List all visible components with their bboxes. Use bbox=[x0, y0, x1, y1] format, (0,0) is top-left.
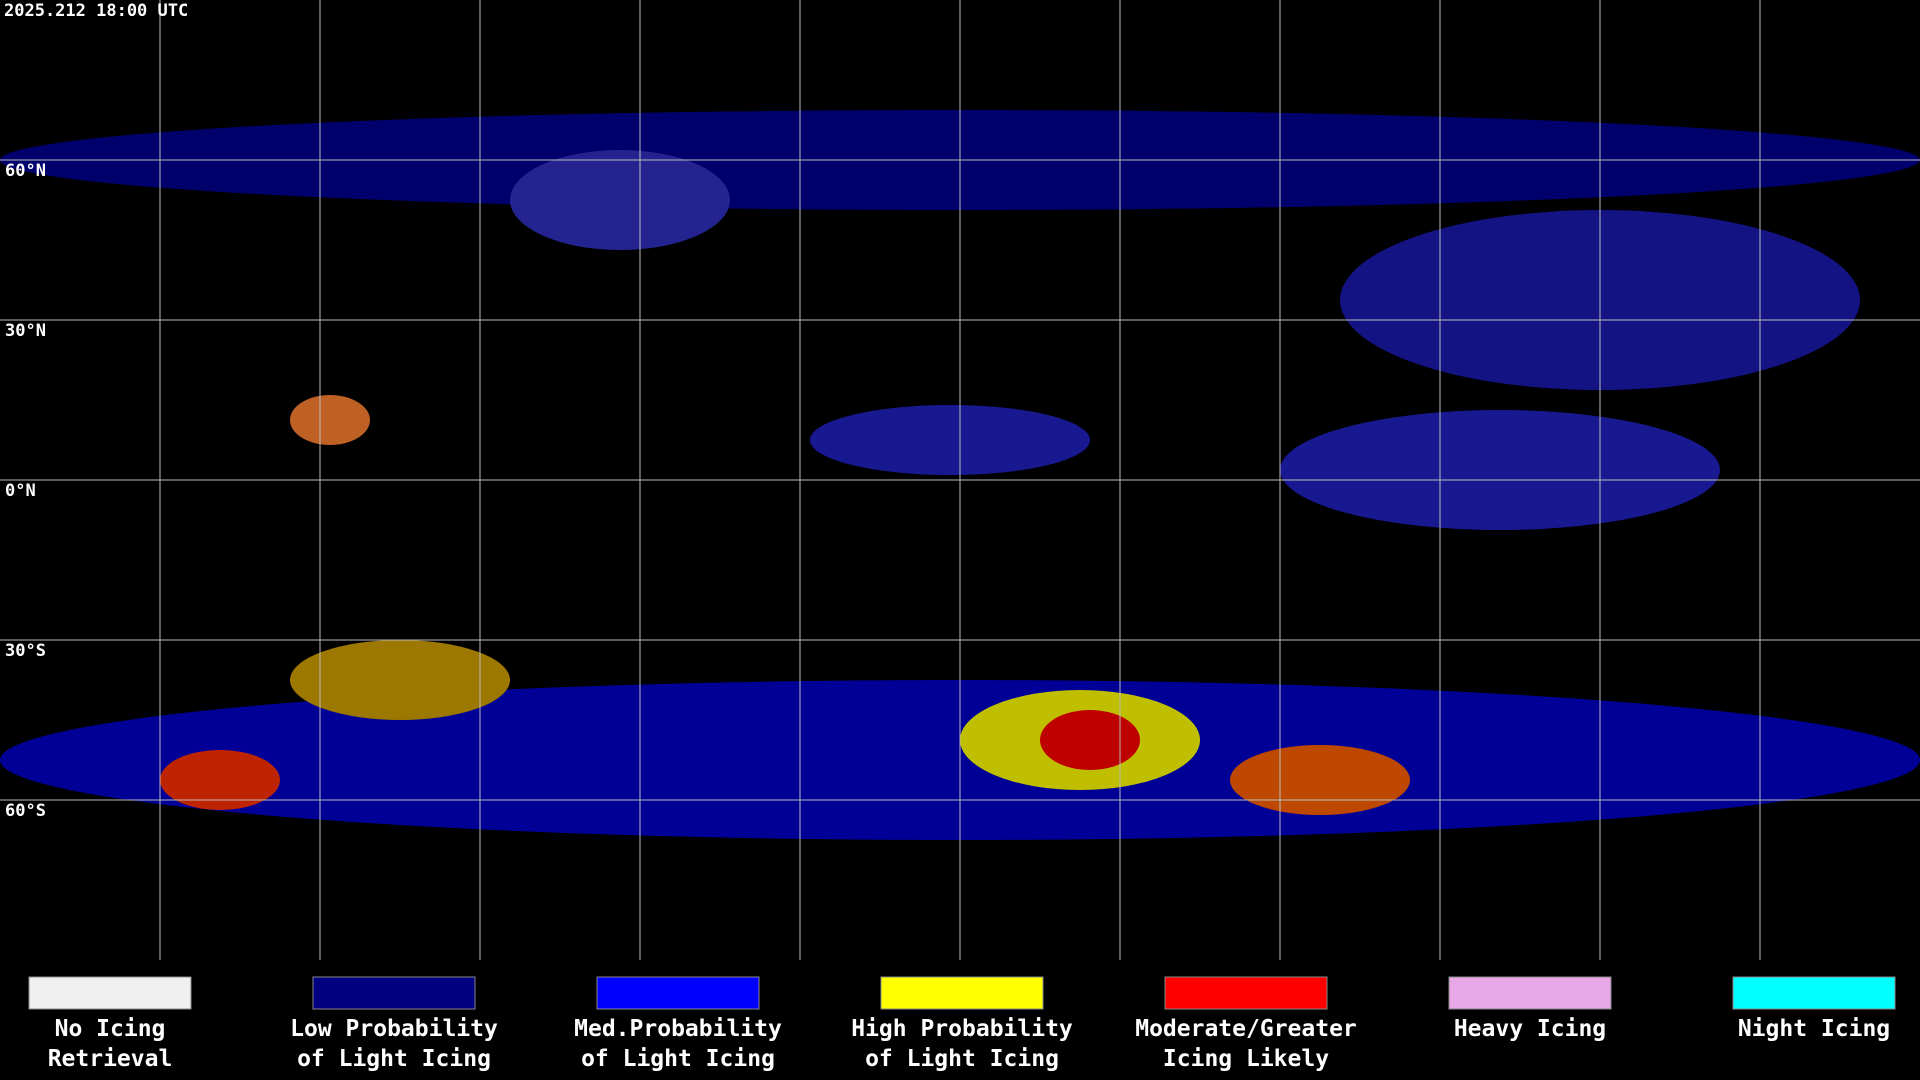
legend-label: Low Probability bbox=[290, 1016, 498, 1042]
legend-label: of Light Icing bbox=[865, 1046, 1059, 1072]
latitude-labels: 60°N 30°N 0°N 30°S 60°S bbox=[5, 161, 46, 821]
legend-label: Icing Likely bbox=[1163, 1046, 1329, 1072]
tropical-cloud bbox=[1280, 410, 1720, 530]
legend-label: Med.Probability bbox=[574, 1016, 782, 1042]
legend-swatch bbox=[1448, 976, 1612, 1010]
latitude-label: 60°N bbox=[5, 161, 46, 181]
legend-swatch bbox=[596, 976, 760, 1010]
latitude-label: 30°N bbox=[5, 321, 46, 341]
legend-label: No Icing bbox=[55, 1016, 166, 1042]
pacific-cell bbox=[290, 395, 370, 445]
timestamp: 2025.212 18:00 UTC bbox=[4, 1, 188, 21]
legend-label: High Probability bbox=[851, 1016, 1073, 1042]
africa-cloud bbox=[810, 405, 1090, 475]
legend: No Icing Retrieval Low Probability of Light… bbox=[28, 976, 1896, 1072]
legend-swatch bbox=[1732, 976, 1896, 1010]
southern-cell bbox=[290, 640, 510, 720]
southern-cell bbox=[1040, 710, 1140, 770]
legend-swatch bbox=[880, 976, 1044, 1010]
latitude-label: 0°N bbox=[5, 481, 36, 501]
atlantic-cloud bbox=[510, 150, 730, 250]
legend-swatch bbox=[312, 976, 476, 1010]
legend-label: Moderate/Greater bbox=[1135, 1016, 1357, 1042]
legend-label: Retrieval bbox=[48, 1046, 173, 1072]
graticule bbox=[0, 0, 1920, 960]
legend-swatch bbox=[28, 976, 192, 1010]
southern-cell bbox=[160, 750, 280, 810]
latitude-label: 60°S bbox=[5, 801, 46, 821]
southern-cell bbox=[1230, 745, 1410, 815]
legend-label: Night Icing bbox=[1738, 1016, 1890, 1042]
legend-label: Heavy Icing bbox=[1454, 1016, 1606, 1042]
legend-swatch bbox=[1164, 976, 1328, 1010]
legend-label: of Light Icing bbox=[297, 1046, 491, 1072]
latitude-label: 30°S bbox=[5, 641, 46, 661]
legend-label: of Light Icing bbox=[581, 1046, 775, 1072]
